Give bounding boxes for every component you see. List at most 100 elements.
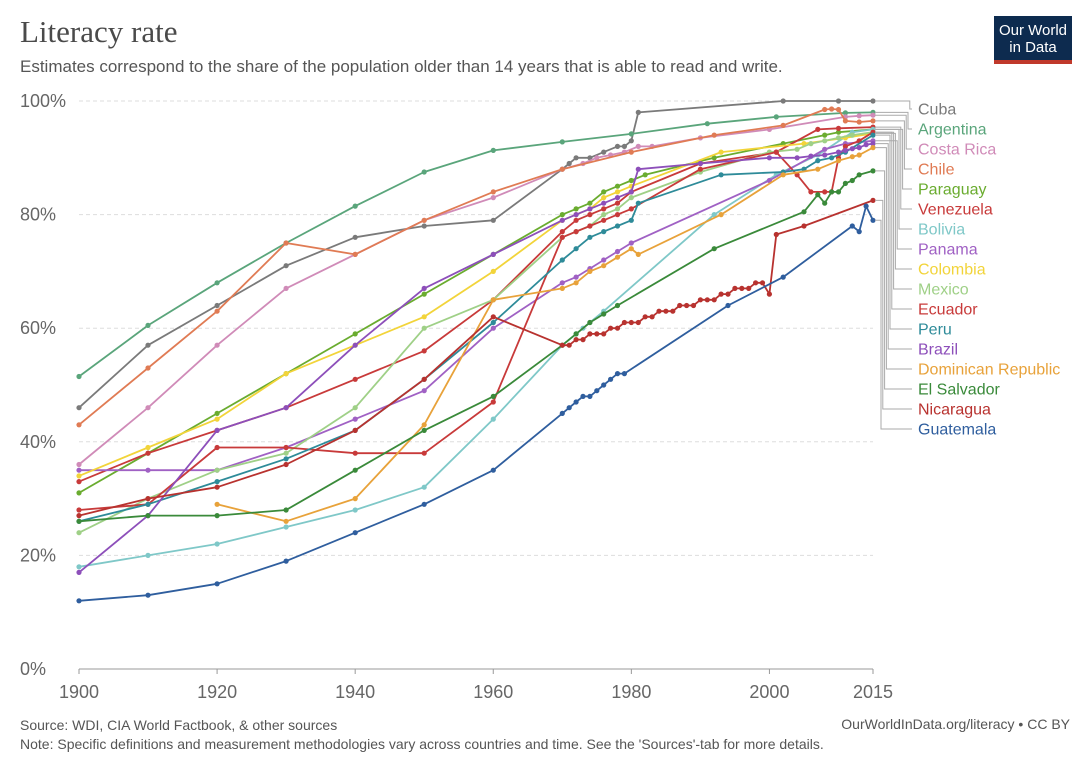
data-point: [670, 308, 676, 314]
data-point: [145, 342, 151, 348]
data-point: [663, 308, 669, 314]
data-point: [352, 251, 358, 257]
data-point: [214, 467, 220, 473]
legend-label: Ecuador: [918, 302, 978, 319]
data-point: [283, 461, 289, 468]
x-tick-label: 1900: [59, 682, 99, 702]
data-point: [587, 212, 593, 218]
chart-subtitle: Estimates correspond to the share of the…: [20, 57, 783, 76]
data-point: [145, 552, 151, 559]
data-point: [587, 393, 593, 399]
data-point: [835, 129, 842, 135]
data-point: [145, 450, 151, 456]
data-point: [214, 444, 220, 451]
data-point: [718, 172, 724, 178]
data-point: [566, 160, 572, 167]
data-point: [573, 206, 579, 212]
data-point: [601, 200, 607, 206]
data-point: [870, 217, 876, 223]
data-point: [822, 146, 828, 152]
data-point: [870, 98, 876, 104]
data-point: [490, 319, 496, 326]
data-point: [559, 342, 565, 348]
data-point: [718, 149, 724, 155]
data-point: [635, 200, 641, 206]
data-point: [490, 393, 496, 399]
x-tick-label: 1980: [611, 682, 651, 702]
legend-connector: [875, 134, 912, 330]
data-point: [621, 143, 628, 149]
data-point: [835, 149, 842, 155]
data-point: [283, 558, 289, 564]
data-point: [759, 280, 766, 286]
data-point: [421, 501, 427, 507]
series-line-dominican-republic: [216, 146, 874, 523]
data-point: [587, 200, 593, 206]
legend-connector: [875, 170, 912, 390]
legend-label: Chile: [918, 162, 955, 179]
data-point: [352, 405, 358, 411]
data-point: [621, 319, 628, 326]
data-point: [145, 496, 151, 502]
logo-line-2: in Data: [1009, 39, 1057, 56]
data-point: [559, 234, 565, 240]
data-point: [704, 297, 710, 303]
data-point: [76, 569, 82, 576]
chart-title: Literacy rate: [20, 14, 178, 49]
data-point: [628, 131, 634, 137]
data-point: [780, 274, 786, 280]
legend-label: Venezuela: [918, 202, 993, 219]
y-tick-label: 20%: [20, 545, 56, 565]
data-point: [421, 169, 427, 175]
data-point: [718, 291, 724, 297]
data-point: [856, 113, 862, 119]
data-point: [849, 154, 855, 160]
data-point: [566, 405, 572, 411]
data-point: [421, 484, 427, 490]
data-point: [601, 195, 607, 201]
credit-link[interactable]: OurWorldInData.org/literacy • CC BY: [841, 716, 1070, 732]
data-point: [732, 285, 738, 291]
data-point: [76, 479, 82, 485]
data-point: [559, 257, 565, 263]
data-point: [76, 461, 82, 468]
owid-logo[interactable]: Our World in Data: [994, 16, 1072, 64]
data-point: [421, 223, 427, 229]
x-tick-label: 1940: [335, 682, 375, 702]
data-point: [794, 146, 800, 152]
data-point: [421, 348, 427, 354]
footer-notes: Source: WDI, CIA World Factbook, & other…: [20, 716, 824, 754]
data-point: [587, 331, 593, 337]
data-point: [573, 399, 579, 405]
data-point: [711, 246, 717, 252]
data-point: [614, 212, 621, 218]
data-point: [573, 274, 579, 280]
data-point: [490, 195, 496, 201]
data-point: [614, 223, 621, 229]
legend-connector: [875, 128, 912, 230]
y-tick-label: 60%: [20, 318, 56, 338]
data-point: [283, 405, 289, 411]
data-point: [614, 143, 621, 149]
data-point: [594, 388, 600, 394]
data-point: [214, 513, 220, 519]
data-point: [856, 172, 862, 178]
data-point: [870, 112, 876, 118]
data-point: [614, 195, 621, 201]
data-point: [718, 212, 724, 218]
series-line-venezuela: [78, 126, 874, 483]
data-point: [573, 229, 579, 235]
data-point: [587, 319, 593, 326]
data-point: [870, 118, 876, 124]
data-point: [649, 314, 655, 320]
data-point: [614, 325, 621, 331]
data-point: [711, 155, 717, 161]
data-point: [801, 223, 807, 229]
data-point: [214, 541, 220, 547]
data-point: [283, 240, 289, 246]
data-point: [628, 217, 634, 223]
data-point: [352, 342, 358, 348]
data-point: [614, 371, 621, 377]
data-point: [573, 331, 579, 337]
